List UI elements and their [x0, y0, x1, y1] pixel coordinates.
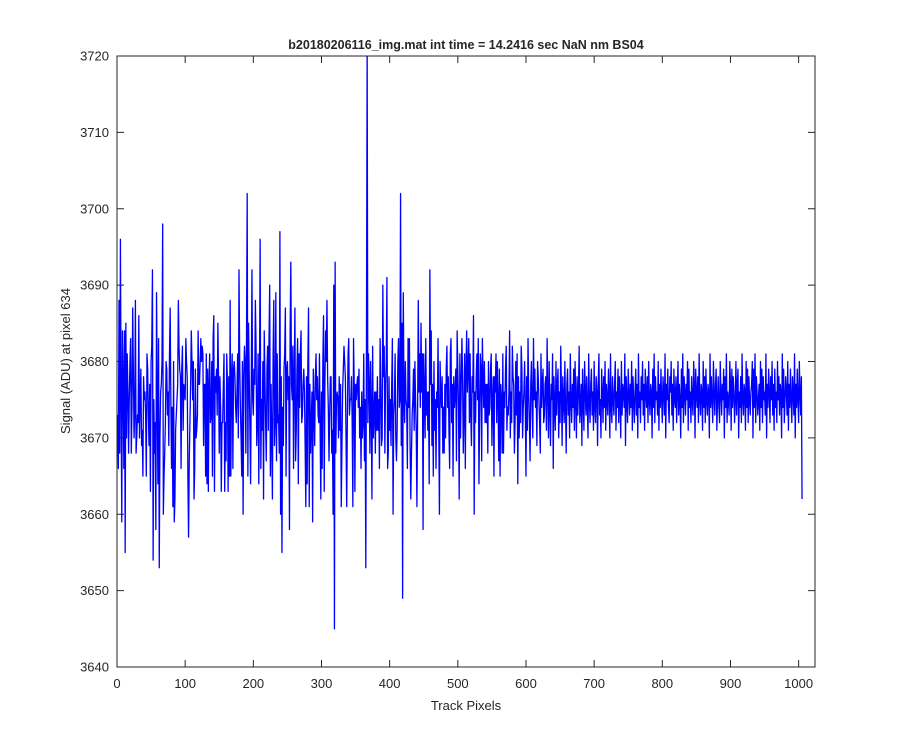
x-tick-label: 200 — [242, 676, 264, 691]
x-axis-label: Track Pixels — [431, 698, 502, 713]
y-axis-label: Signal (ADU) at pixel 634 — [58, 288, 73, 434]
y-tick-label: 3640 — [80, 660, 109, 675]
x-tick-label: 500 — [447, 676, 469, 691]
x-tick-label: 0 — [113, 676, 120, 691]
y-tick-label: 3650 — [80, 583, 109, 598]
x-tick-label: 400 — [379, 676, 401, 691]
signal-series-line — [117, 56, 803, 630]
chart-title: b20180206116_img.mat int time = 14.2416 … — [288, 38, 643, 52]
y-tick-label: 3670 — [80, 430, 109, 445]
x-axis-ticks: 0 100 200 300 400 500 600 700 800 900 1000 — [113, 56, 813, 691]
x-tick-label: 300 — [311, 676, 333, 691]
y-tick-label: 3680 — [80, 354, 109, 369]
y-axis-ticks: 3640 3650 3660 3670 3680 3690 3700 3710 3720 — [80, 49, 815, 675]
x-tick-label: 700 — [583, 676, 605, 691]
y-tick-label: 3700 — [80, 201, 109, 216]
x-tick-label: 800 — [651, 676, 673, 691]
x-tick-label: 100 — [174, 676, 196, 691]
y-tick-label: 3710 — [80, 125, 109, 140]
x-tick-label: 1000 — [784, 676, 813, 691]
x-tick-label: 900 — [720, 676, 742, 691]
y-tick-label: 3720 — [80, 49, 109, 64]
y-tick-label: 3660 — [80, 507, 109, 522]
x-tick-label: 600 — [515, 676, 537, 691]
y-tick-label: 3690 — [80, 278, 109, 293]
